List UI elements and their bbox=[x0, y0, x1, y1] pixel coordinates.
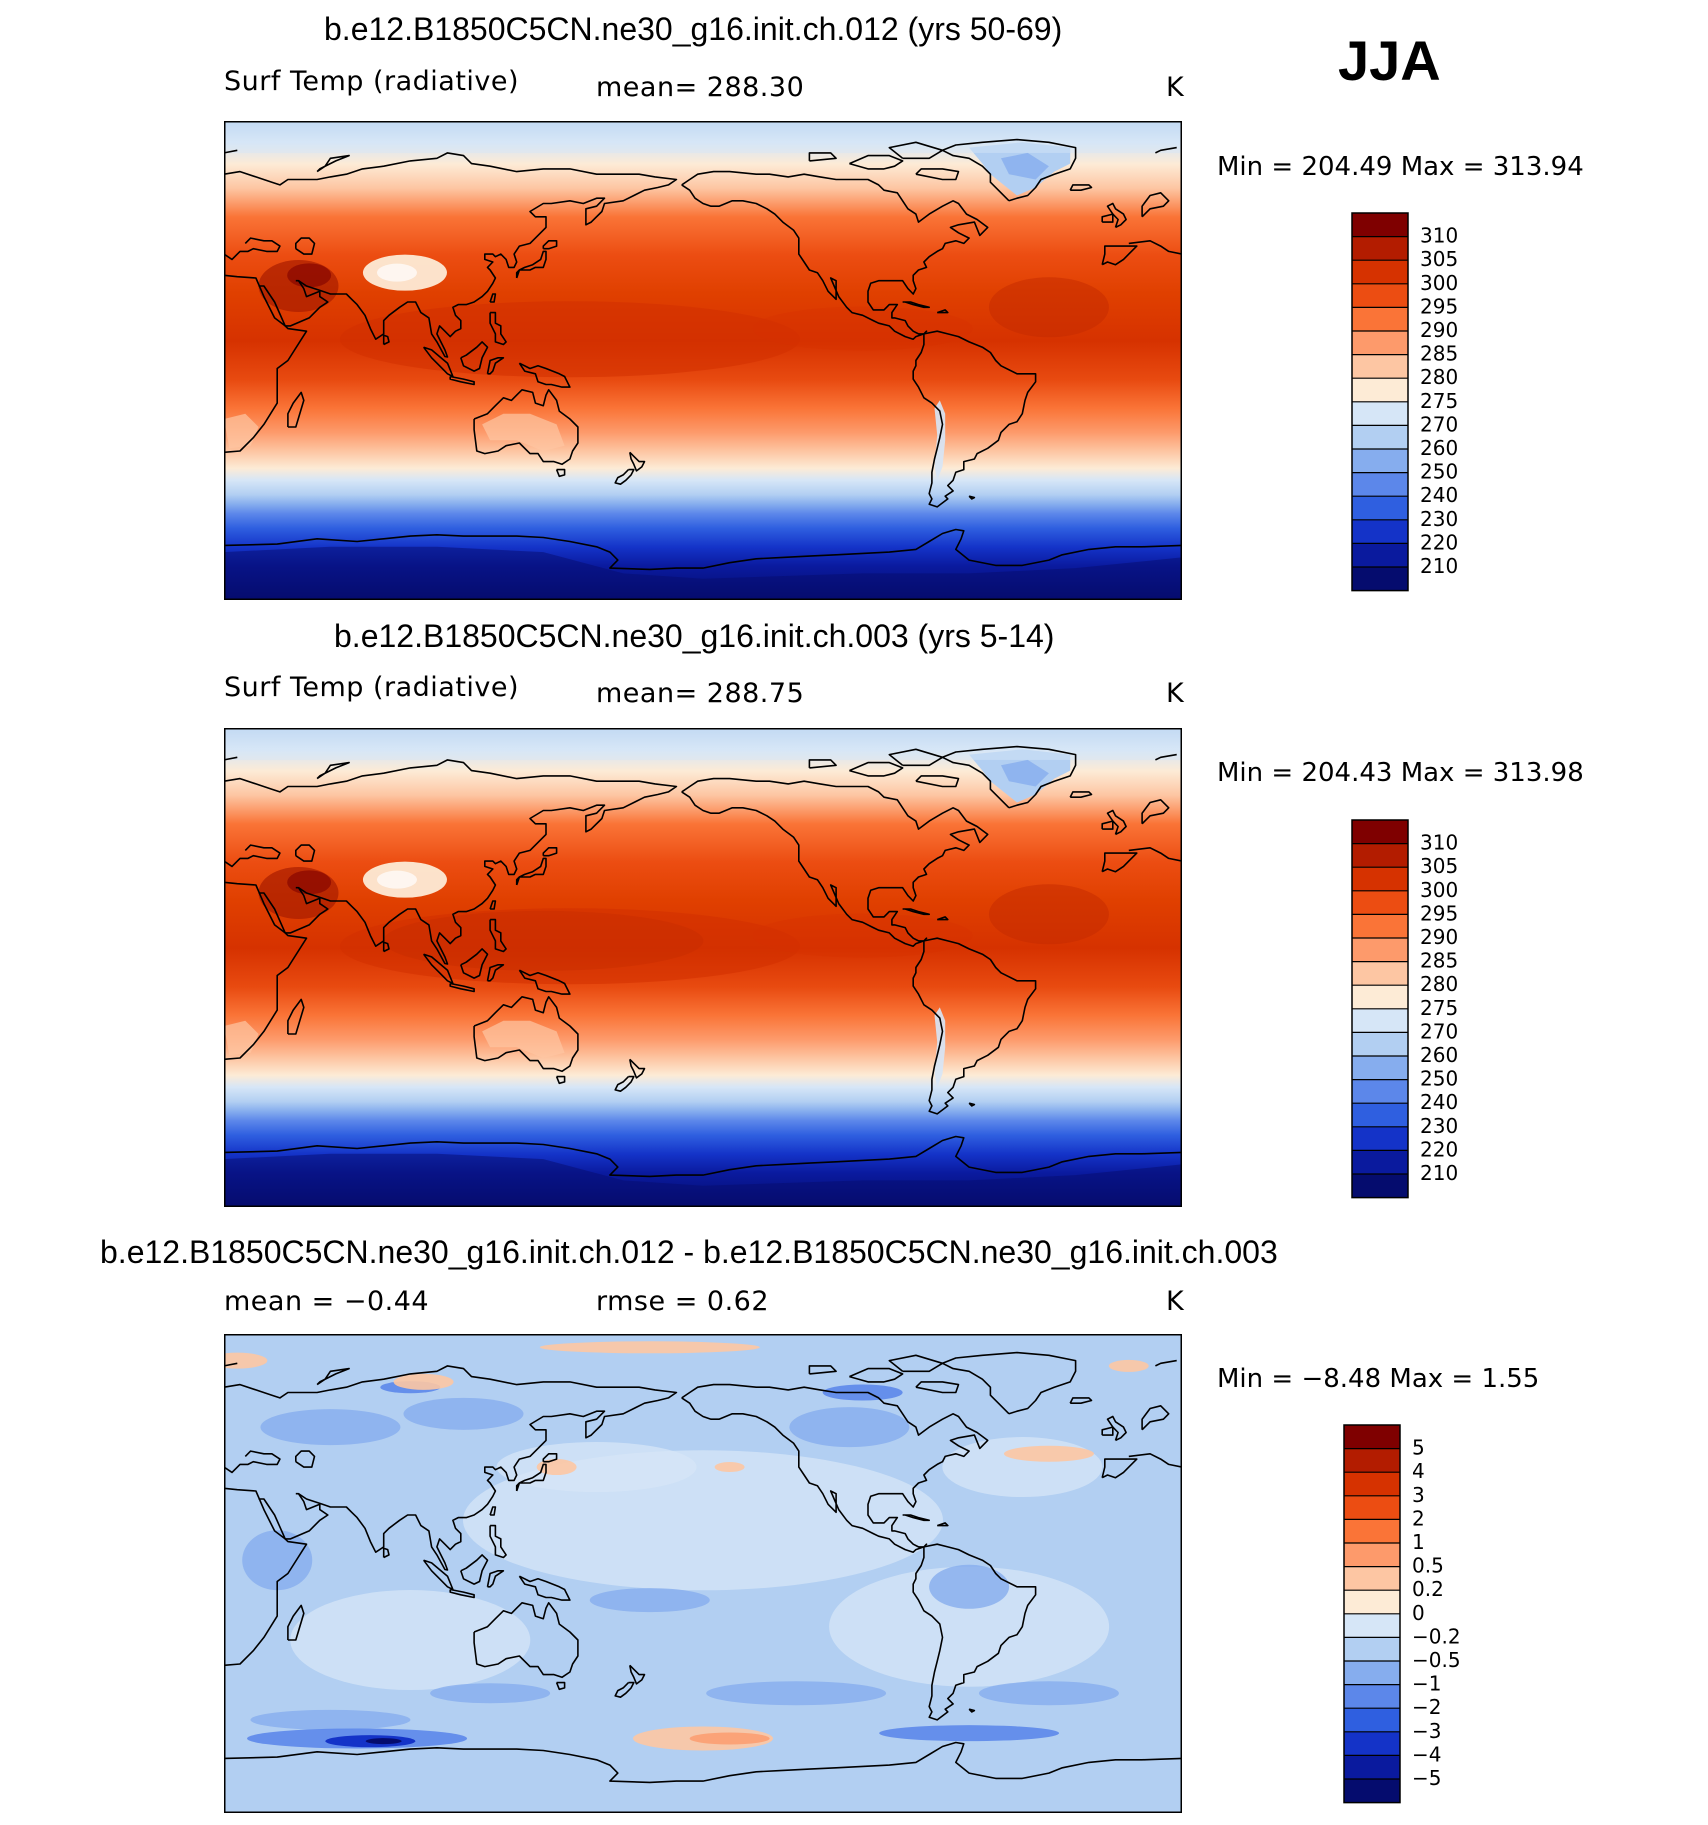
colorbar-label: 300 bbox=[1420, 878, 1458, 902]
colorbar: 5 4 3 2 1 0.5 0.2 0 −0.2 −0.5 −1 −2 −3 −4 −5 bbox=[1343, 1424, 1494, 1805]
panel-units: K bbox=[1166, 678, 1185, 709]
colorbar-label: 260 bbox=[1420, 1043, 1458, 1067]
colorbar-label: 250 bbox=[1420, 460, 1458, 484]
panel-left-label: mean = −0.44 bbox=[224, 1286, 430, 1317]
colorbar-label: 220 bbox=[1420, 530, 1458, 554]
colorbar-label: 0 bbox=[1412, 1601, 1425, 1625]
colorbar-label: 4 bbox=[1412, 1459, 1425, 1483]
colorbar-label: −0.2 bbox=[1412, 1624, 1461, 1648]
colorbar-label: 240 bbox=[1420, 1090, 1458, 1114]
colorbar-label: −2 bbox=[1412, 1695, 1441, 1719]
colorbar-label: 300 bbox=[1420, 271, 1458, 295]
colorbar-label: 290 bbox=[1420, 318, 1458, 342]
colorbar-label: 285 bbox=[1420, 949, 1458, 973]
colorbar-label: 3 bbox=[1412, 1483, 1425, 1507]
colorbar-label: 295 bbox=[1420, 901, 1458, 925]
colorbar-label: 2 bbox=[1412, 1506, 1425, 1530]
colorbar-label: 260 bbox=[1420, 436, 1458, 460]
colorbar-label: −3 bbox=[1412, 1719, 1441, 1743]
colorbar-label: 220 bbox=[1420, 1137, 1458, 1161]
temperature-map bbox=[224, 728, 1182, 1207]
colorbar-label: −1 bbox=[1412, 1672, 1441, 1696]
colorbar-label: 285 bbox=[1420, 342, 1458, 366]
panel-title: b.e12.B1850C5CN.ne30_g16.init.ch.003 (yr… bbox=[334, 618, 1055, 654]
colorbar: 310 305 300 295 290 285 280 275 270 260 250 240 230 2… bbox=[1351, 819, 1502, 1200]
panel-units: K bbox=[1166, 72, 1185, 103]
colorbar-label: 295 bbox=[1420, 294, 1458, 318]
colorbar-label: 305 bbox=[1420, 247, 1458, 271]
colorbar-label: −0.5 bbox=[1412, 1648, 1461, 1672]
colorbar-label: 270 bbox=[1420, 412, 1458, 436]
colorbar-label: 250 bbox=[1420, 1067, 1458, 1091]
colorbar-label: 275 bbox=[1420, 389, 1458, 413]
panel-center-label: mean= 288.30 bbox=[596, 72, 805, 103]
colorbar-label: 230 bbox=[1420, 507, 1458, 531]
colorbar-label: −4 bbox=[1412, 1742, 1441, 1766]
panel-left-label: Surf Temp (radiative) bbox=[224, 66, 520, 97]
season-label: JJA bbox=[1338, 29, 1441, 92]
colorbar-label: 275 bbox=[1420, 996, 1458, 1020]
panel-center-label: rmse = 0.62 bbox=[596, 1286, 770, 1317]
colorbar-label: 230 bbox=[1420, 1114, 1458, 1138]
colorbar-label: 0.2 bbox=[1412, 1577, 1444, 1601]
colorbar-label: 1 bbox=[1412, 1530, 1425, 1554]
colorbar-label: 310 bbox=[1420, 224, 1458, 248]
colorbar-label: 290 bbox=[1420, 925, 1458, 949]
colorbar-label: 270 bbox=[1420, 1019, 1458, 1043]
panel-minmax: Min = −8.48 Max = 1.55 bbox=[1217, 1364, 1540, 1394]
colorbar-label: 210 bbox=[1420, 1161, 1458, 1185]
panel-minmax: Min = 204.49 Max = 313.94 bbox=[1217, 152, 1584, 182]
colorbar-label: −5 bbox=[1412, 1766, 1441, 1790]
difference-map bbox=[224, 1334, 1182, 1813]
colorbar: 310 305 300 295 290 285 280 275 270 260 250 240 230 2… bbox=[1351, 212, 1502, 593]
colorbar-label: 305 bbox=[1420, 854, 1458, 878]
panel-left-label: Surf Temp (radiative) bbox=[224, 672, 520, 703]
panel-title: b.e12.B1850C5CN.ne30_g16.init.ch.012 - b… bbox=[100, 1234, 1278, 1270]
colorbar-label: 5 bbox=[1412, 1436, 1425, 1460]
colorbar-label: 210 bbox=[1420, 554, 1458, 578]
colorbar-label: 280 bbox=[1420, 972, 1458, 996]
colorbar-label: 0.5 bbox=[1412, 1554, 1444, 1578]
panel-units: K bbox=[1166, 1286, 1185, 1317]
colorbar-label: 310 bbox=[1420, 831, 1458, 855]
panel-title: b.e12.B1850C5CN.ne30_g16.init.ch.012 (yr… bbox=[324, 11, 1063, 47]
temperature-map bbox=[224, 121, 1182, 600]
panel-center-label: mean= 288.75 bbox=[596, 678, 805, 709]
colorbar-label: 280 bbox=[1420, 365, 1458, 389]
panel-minmax: Min = 204.43 Max = 313.98 bbox=[1217, 758, 1584, 788]
colorbar-label: 240 bbox=[1420, 483, 1458, 507]
